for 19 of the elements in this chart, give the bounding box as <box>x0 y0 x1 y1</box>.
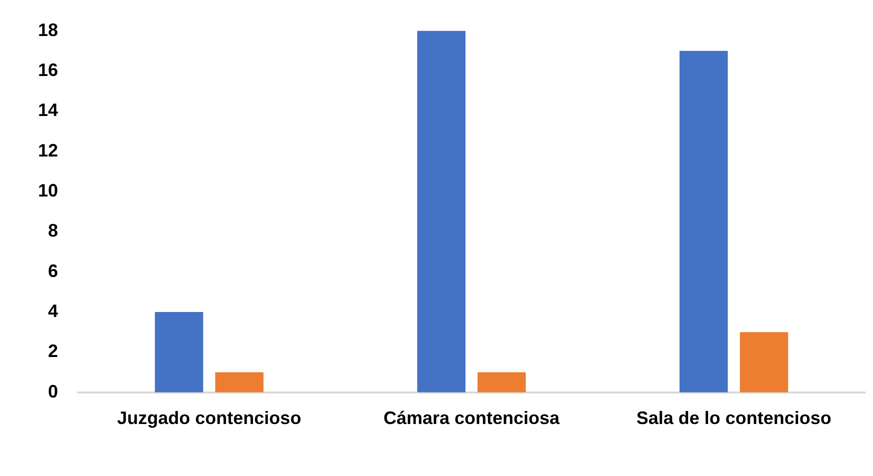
bar <box>478 372 526 392</box>
y-tick-label: 16 <box>38 60 58 80</box>
bar <box>154 312 204 392</box>
x-tick-label: Sala de lo contencioso <box>636 408 832 428</box>
bar <box>740 332 788 392</box>
y-tick-label: 14 <box>38 100 58 120</box>
x-tick-label: Juzgado contencioso <box>117 408 302 428</box>
bar <box>680 50 728 392</box>
y-tick-label: 10 <box>38 180 58 200</box>
y-tick-label: 4 <box>48 301 58 322</box>
y-tick-label: 18 <box>38 20 58 40</box>
y-tick-label: 0 <box>48 381 58 402</box>
bar <box>215 372 264 392</box>
y-tick-label: 12 <box>38 140 58 160</box>
x-tick-label: Cámara contenciosa <box>383 408 561 428</box>
bar <box>417 30 466 392</box>
y-tick-label: 6 <box>48 260 58 281</box>
y-tick-label: 8 <box>48 220 58 241</box>
y-tick-label: 2 <box>48 341 58 362</box>
